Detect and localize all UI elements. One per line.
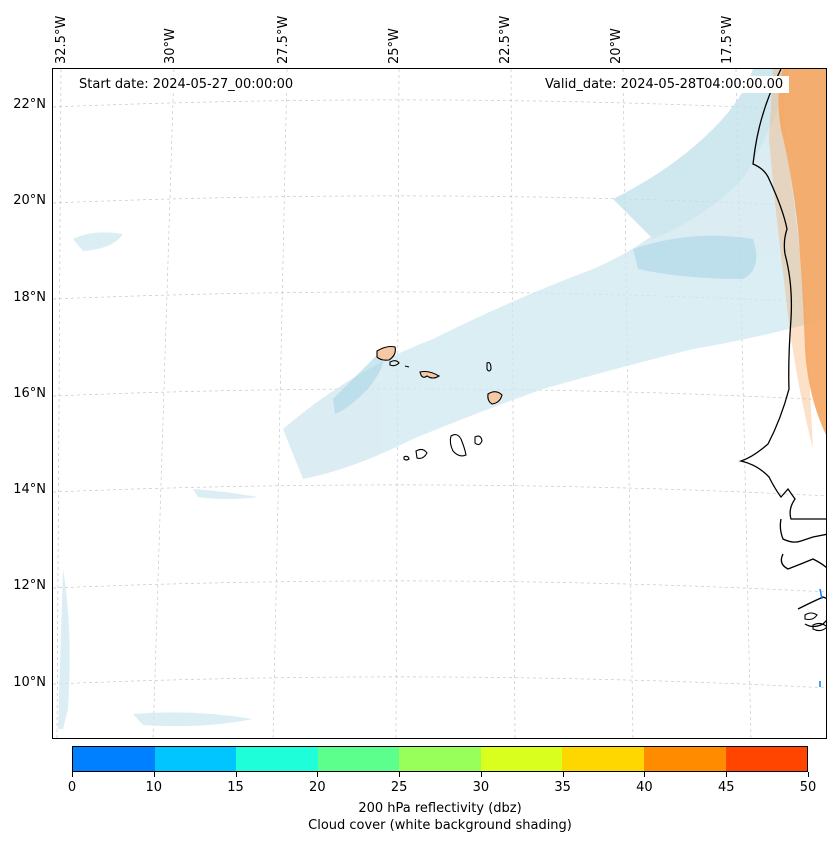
colorbar-segment — [399, 747, 481, 771]
reflectivity-area — [778, 69, 826, 435]
start-date-label: Start date: 2024-05-27_00:00:00 — [73, 76, 300, 93]
lat-label-14n: 14°N — [13, 482, 46, 497]
colorbar-tick-label: 25 — [390, 780, 408, 795]
lon-label-32-5w: 32.5°W — [54, 15, 69, 64]
coast-senegal-gambia — [779, 518, 826, 543]
cloud-band-main — [283, 69, 826, 479]
island-boa-vista — [487, 391, 503, 405]
parallel-10n — [53, 676, 826, 689]
map-panel — [52, 68, 827, 739]
colorbar-tick-label: 45 — [717, 780, 735, 795]
cloud-mid-strip — [193, 489, 258, 499]
island-maio — [474, 435, 483, 446]
colorbar-tick-label: 35 — [554, 780, 571, 795]
lat-label-20n: 20°N — [13, 193, 46, 208]
coast-guinea — [797, 596, 826, 628]
island-santa-luzia — [404, 365, 410, 368]
reflectivity-shading — [769, 69, 826, 449]
cloud-west-patch — [73, 232, 123, 251]
colorbar-tick — [562, 772, 564, 777]
meridian-20w — [622, 69, 634, 738]
meridian-25w — [395, 69, 400, 738]
coast-guinea-bissau — [780, 553, 826, 570]
lat-label-10n: 10°N — [13, 675, 46, 690]
colorbar-segment — [317, 747, 400, 771]
colorbar-tick — [808, 772, 809, 777]
colorbar-tick-label: 0 — [67, 780, 77, 795]
lat-label-12n: 12°N — [13, 578, 46, 593]
lon-label-27-5w: 27.5°W — [276, 15, 291, 64]
cape-verde-islands — [376, 345, 503, 461]
meridian-17-5w — [735, 69, 752, 738]
meridian-22-5w — [510, 69, 516, 738]
cloud-core-west — [333, 349, 384, 414]
lon-label-20w: 20°W — [609, 28, 624, 64]
meridian-27-5w — [272, 69, 288, 738]
island-santiago — [449, 433, 467, 457]
colorbar-tick-label: 40 — [636, 780, 653, 795]
island-sao-nicolau — [419, 370, 441, 379]
parallel-22n — [53, 99, 826, 112]
cloud-cover-dense — [333, 235, 757, 414]
island-fogo — [415, 448, 428, 459]
lat-label-22n: 22°N — [13, 97, 46, 112]
colorbar-tick — [726, 772, 728, 777]
colorbar-segment — [562, 747, 644, 771]
lat-label-18n: 18°N — [13, 290, 46, 305]
lat-label-16n: 16°N — [13, 386, 46, 401]
valid-date-label: Valid_date: 2024-05-28T04:00:00.00 — [539, 76, 790, 93]
colorbar-tick-label: 20 — [309, 780, 326, 795]
colorbar-segment — [643, 747, 726, 771]
colorbar-label-cloud-cover: Cloud cover (white background shading) — [308, 818, 572, 833]
cloud-south-strip — [58, 569, 70, 729]
map-canvas — [53, 69, 826, 738]
colorbar-tick — [153, 772, 155, 777]
lon-label-22-5w: 22.5°W — [498, 15, 513, 64]
colorbar-tick-label: 10 — [145, 780, 163, 795]
lon-label-25w: 25°W — [387, 28, 402, 64]
meridian-32-5w — [56, 69, 62, 738]
bijagos-islands — [804, 612, 826, 632]
colorbar-segment — [480, 747, 563, 771]
colorbar-label-reflectivity: 200 hPa reflectivity (dbz) — [358, 801, 522, 816]
colorbar-tick-label: 15 — [227, 780, 244, 795]
colorbar-tick — [480, 772, 482, 777]
reflectivity-marks — [819, 588, 823, 687]
cloud-band-upper — [613, 69, 793, 239]
island-sal — [486, 362, 492, 372]
parallel-12n — [53, 580, 826, 593]
parallel-14n — [53, 484, 826, 497]
colorbar-tick-label: 30 — [472, 780, 490, 795]
colorbar-tick — [72, 772, 73, 777]
graticule — [53, 69, 826, 738]
colorbar — [72, 746, 808, 772]
colorbar-tick — [399, 772, 401, 777]
colorbar-segment — [154, 747, 237, 771]
meridian-30w — [152, 69, 175, 738]
cloud-core-east — [633, 235, 757, 279]
island-brava — [403, 455, 410, 461]
island-sao-vicente — [389, 360, 400, 367]
colorbar-tick-label: 50 — [799, 780, 817, 795]
lon-label-30w: 30°W — [163, 28, 178, 64]
colorbar-segment — [236, 747, 318, 771]
colorbar-segment — [725, 747, 808, 771]
cloud-bottom-strip — [133, 712, 253, 727]
colorbar-segment — [73, 747, 155, 771]
cloud-cover-shading — [58, 69, 826, 729]
lon-label-17-5w: 17.5°W — [720, 15, 735, 64]
reflectivity-edge — [769, 69, 813, 449]
coast-mauritania — [738, 69, 826, 520]
island-santo-antao — [376, 345, 396, 361]
colorbar-tick — [644, 772, 646, 777]
reflectivity-mark-coast — [819, 588, 823, 600]
colorbar-tick — [317, 772, 319, 777]
colorbar-tick — [235, 772, 237, 777]
